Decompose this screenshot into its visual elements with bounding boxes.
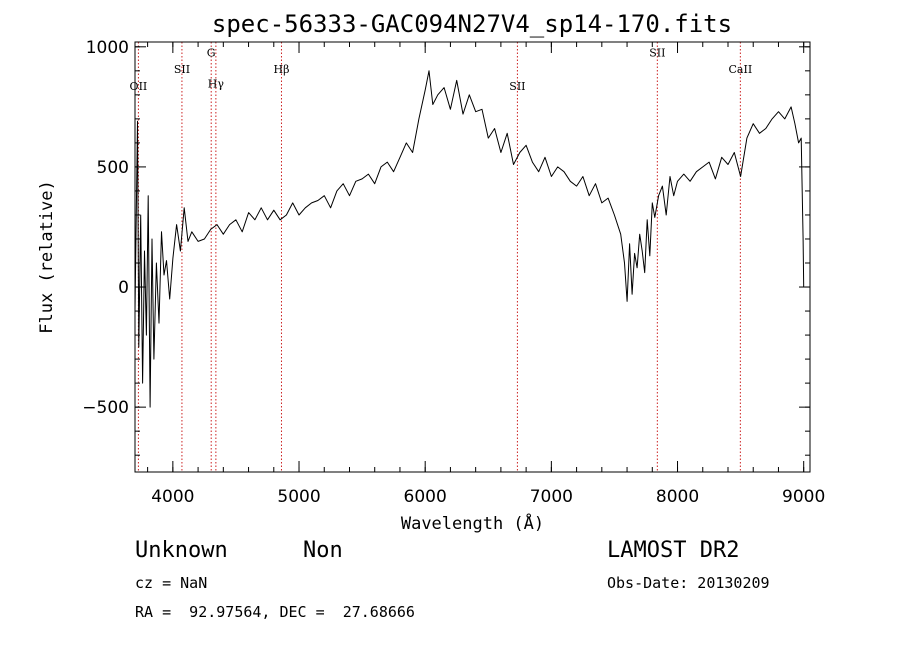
line-label-6: SII [649, 46, 665, 59]
x-tick-label: 7000 [530, 487, 573, 507]
object-class: Unknown [135, 538, 228, 563]
spectral-line-markers [137, 42, 741, 472]
y-tick-label: 500 [97, 158, 129, 178]
redshift-cz: cz = NaN [135, 574, 208, 592]
line-label-0: OII [130, 80, 148, 93]
coordinates: RA = 92.97564, DEC = 27.68666 [135, 603, 415, 621]
spectrum-chart: spec-56333-GAC094N27V4_sp14-170.fits OII… [37, 10, 825, 534]
spectrum-series [134, 70, 805, 408]
spectral-line-labels: OII SII G Hγ Hβ SII SII CaII [130, 46, 753, 93]
y-tick-label: 0 [118, 278, 129, 298]
chart-title: spec-56333-GAC094N27V4_sp14-170.fits [212, 10, 732, 38]
line-label-3: Hγ [208, 78, 225, 91]
y-axis-label: Flux (relative) [37, 180, 57, 334]
y-tick-label: 1000 [86, 38, 129, 58]
object-subclass: Non [303, 538, 343, 563]
line-label-7: CaII [729, 63, 753, 76]
spectrum-line [134, 70, 805, 408]
y-tick-label: −500 [82, 398, 129, 418]
plot-frame [134, 41, 811, 473]
x-tick-label: 9000 [782, 487, 825, 507]
line-label-2: G [207, 46, 216, 59]
x-tick-label: 6000 [404, 487, 447, 507]
line-label-5: SII [509, 80, 525, 93]
line-label-4: Hβ [274, 63, 290, 76]
axis-ticks [135, 42, 810, 472]
x-tick-label: 4000 [151, 487, 194, 507]
line-label-1: SII [174, 63, 190, 76]
axis-tick-labels: 4000 5000 6000 7000 8000 9000 −500 0 500 1000 [82, 38, 825, 507]
x-tick-label: 5000 [277, 487, 320, 507]
survey-name: LAMOST DR2 [607, 538, 740, 563]
observation-date: Obs-Date: 20130209 [607, 574, 770, 592]
x-axis-label: Wavelength (Å) [401, 512, 544, 534]
x-tick-label: 8000 [656, 487, 699, 507]
